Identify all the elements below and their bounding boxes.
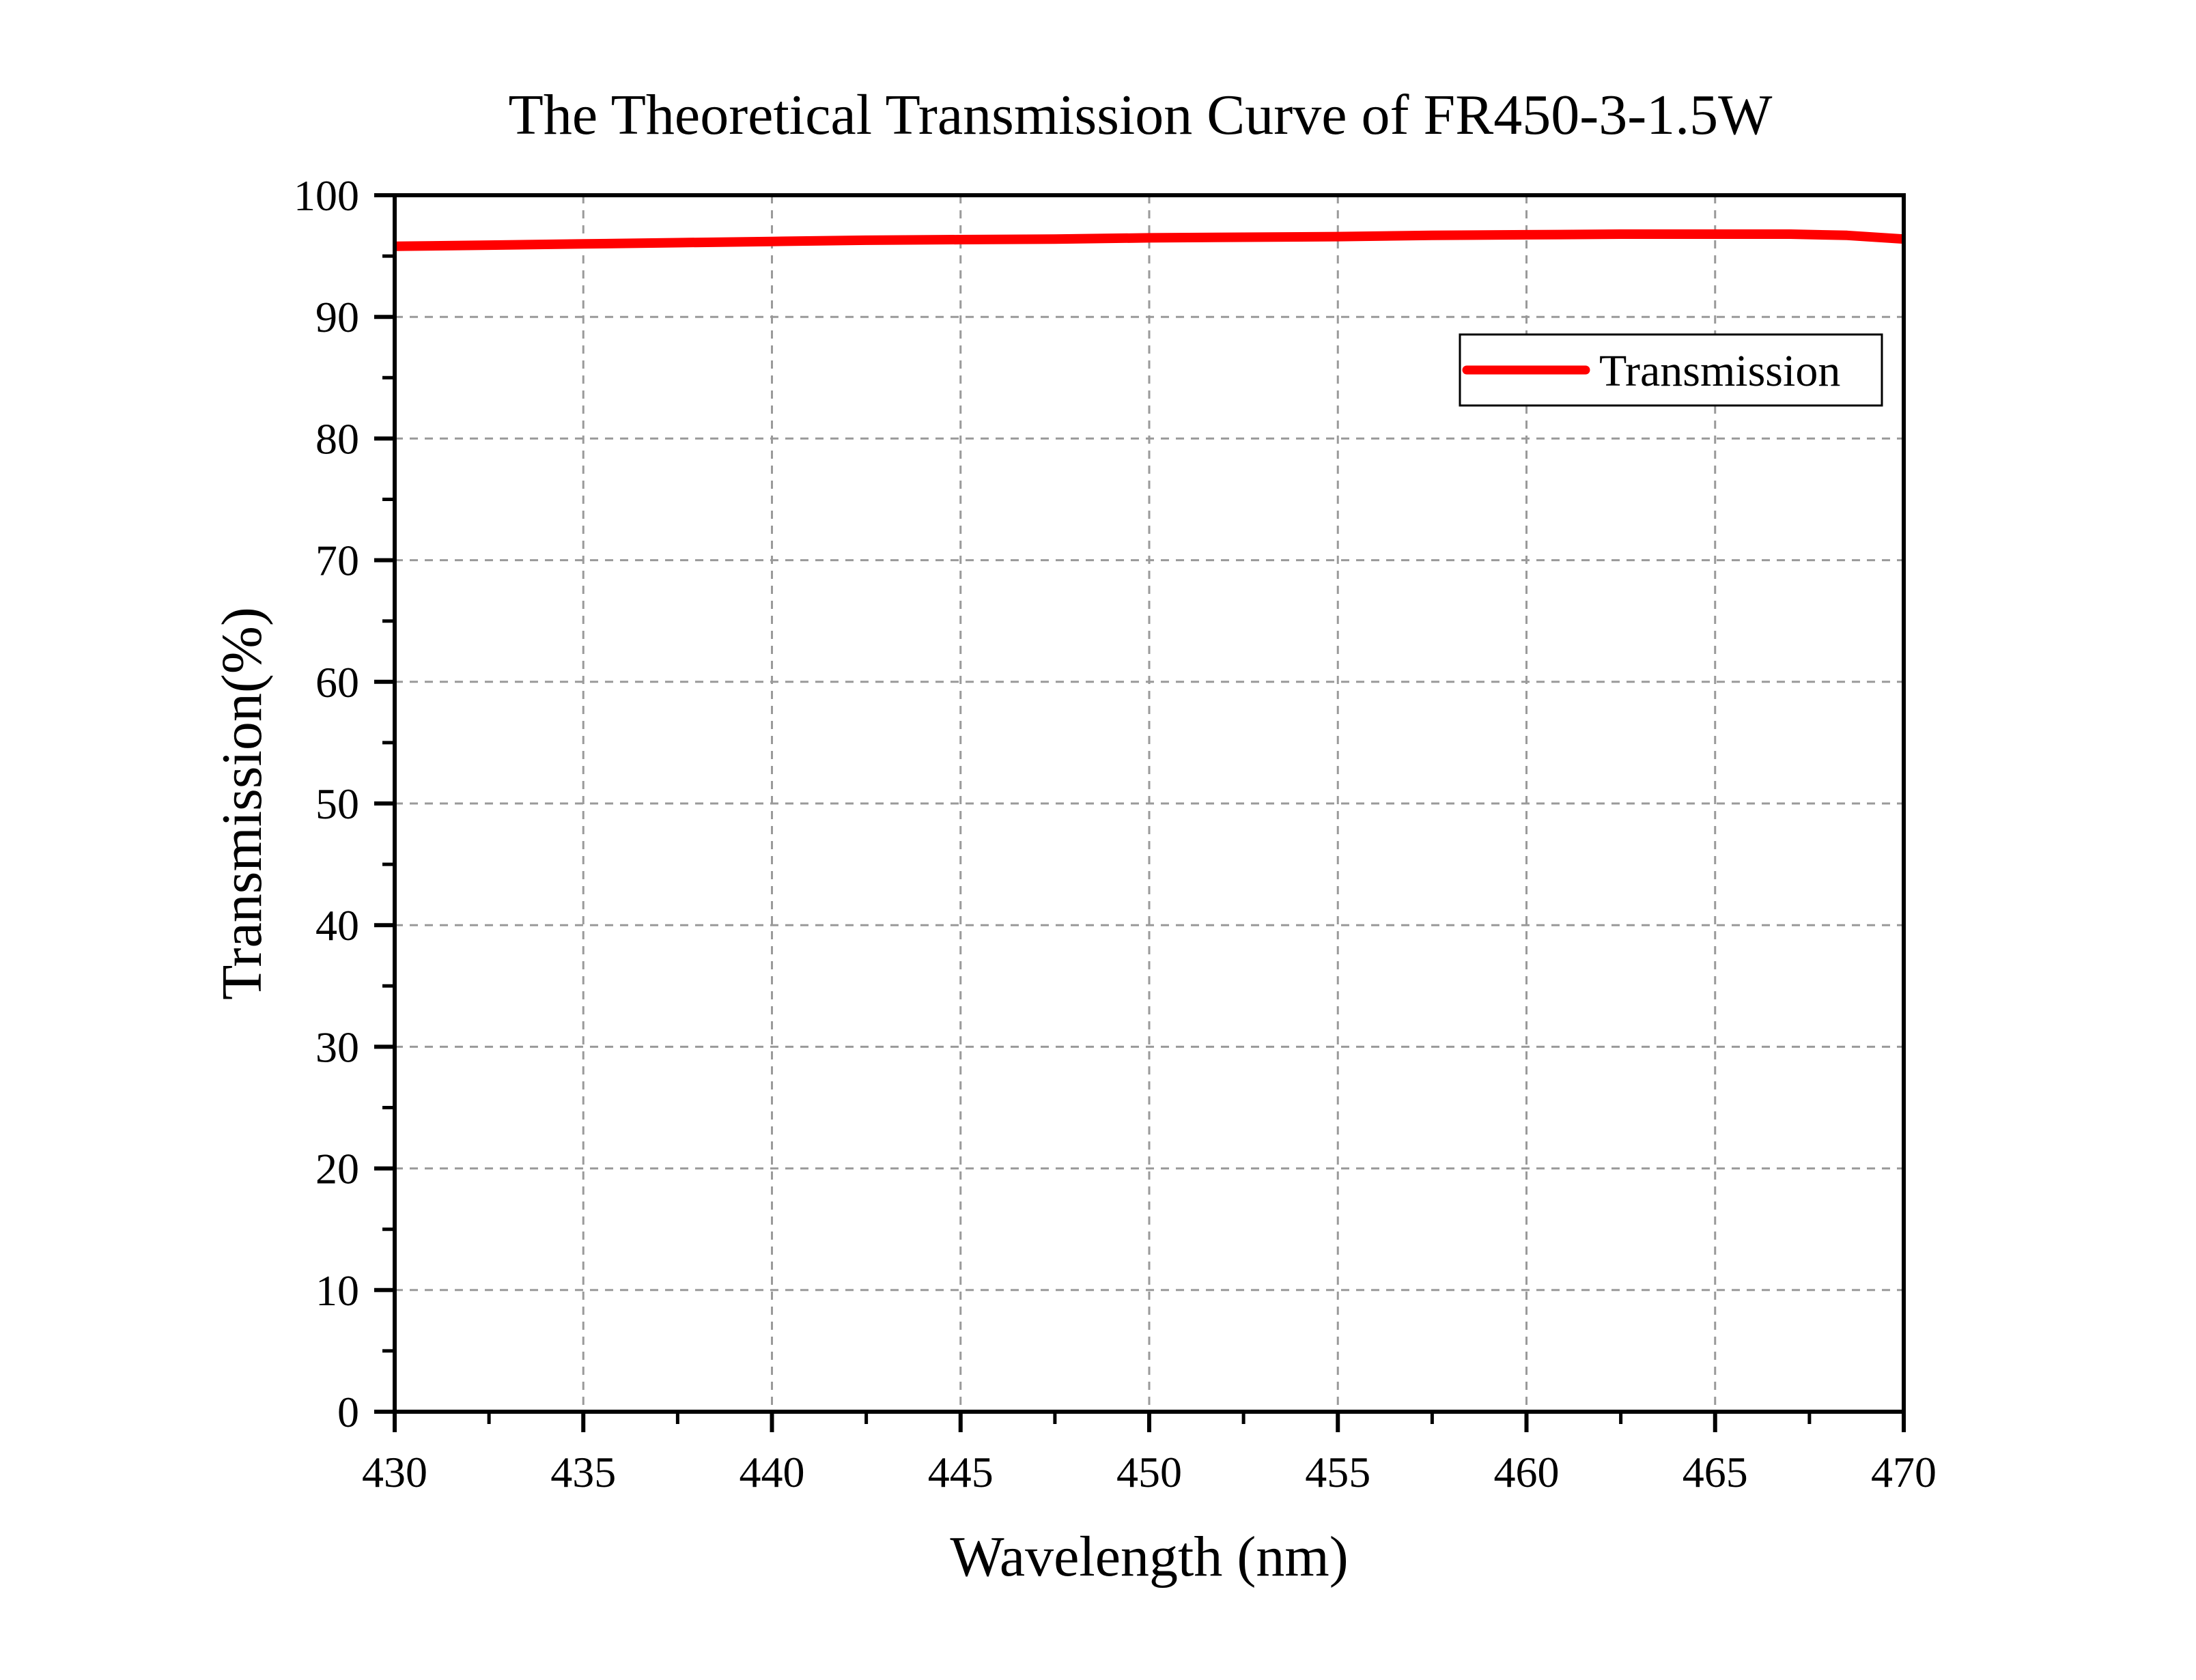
- plot-series: [394, 229, 1904, 251]
- x-tick-label: 455: [1305, 1448, 1370, 1496]
- legend: Transmission: [1459, 333, 1883, 407]
- chart-title: The Theoretical Transmission Curve of FR…: [509, 83, 1773, 147]
- x-axis-title: Wavelength (nm): [950, 1525, 1348, 1589]
- y-tick-label: 60: [315, 658, 359, 707]
- x-tick-labels: 430 435 440 445 450 455 460 465 470: [362, 1448, 1937, 1496]
- x-tick-label: 450: [1116, 1448, 1182, 1496]
- x-tick-label: 435: [550, 1448, 616, 1496]
- y-tick-label: 0: [337, 1388, 359, 1436]
- legend-label: Transmission: [1599, 346, 1840, 396]
- y-tick-labels: 0 10 20 30 40 50 60 70 80 90 100: [294, 171, 359, 1436]
- axis-ticks: [374, 193, 1906, 1432]
- y-tick-label: 70: [315, 537, 359, 585]
- y-tick-label: 10: [315, 1266, 359, 1315]
- y-tick-label: 40: [315, 901, 359, 950]
- x-tick-label: 460: [1494, 1448, 1560, 1496]
- x-tick-label: 445: [928, 1448, 994, 1496]
- y-axis-title: Transmission(%): [210, 607, 274, 1000]
- y-tick-label: 100: [294, 171, 359, 220]
- x-tick-label: 430: [362, 1448, 427, 1496]
- y-tick-label: 90: [315, 293, 359, 341]
- y-tick-label: 20: [315, 1145, 359, 1193]
- x-tick-label: 470: [1871, 1448, 1937, 1496]
- x-tick-label: 465: [1683, 1448, 1748, 1496]
- y-tick-label: 50: [315, 780, 359, 828]
- y-tick-label: 80: [315, 414, 359, 463]
- y-tick-label: 30: [315, 1023, 359, 1071]
- series-line-transmission: [394, 229, 1904, 251]
- x-tick-label: 440: [740, 1448, 805, 1496]
